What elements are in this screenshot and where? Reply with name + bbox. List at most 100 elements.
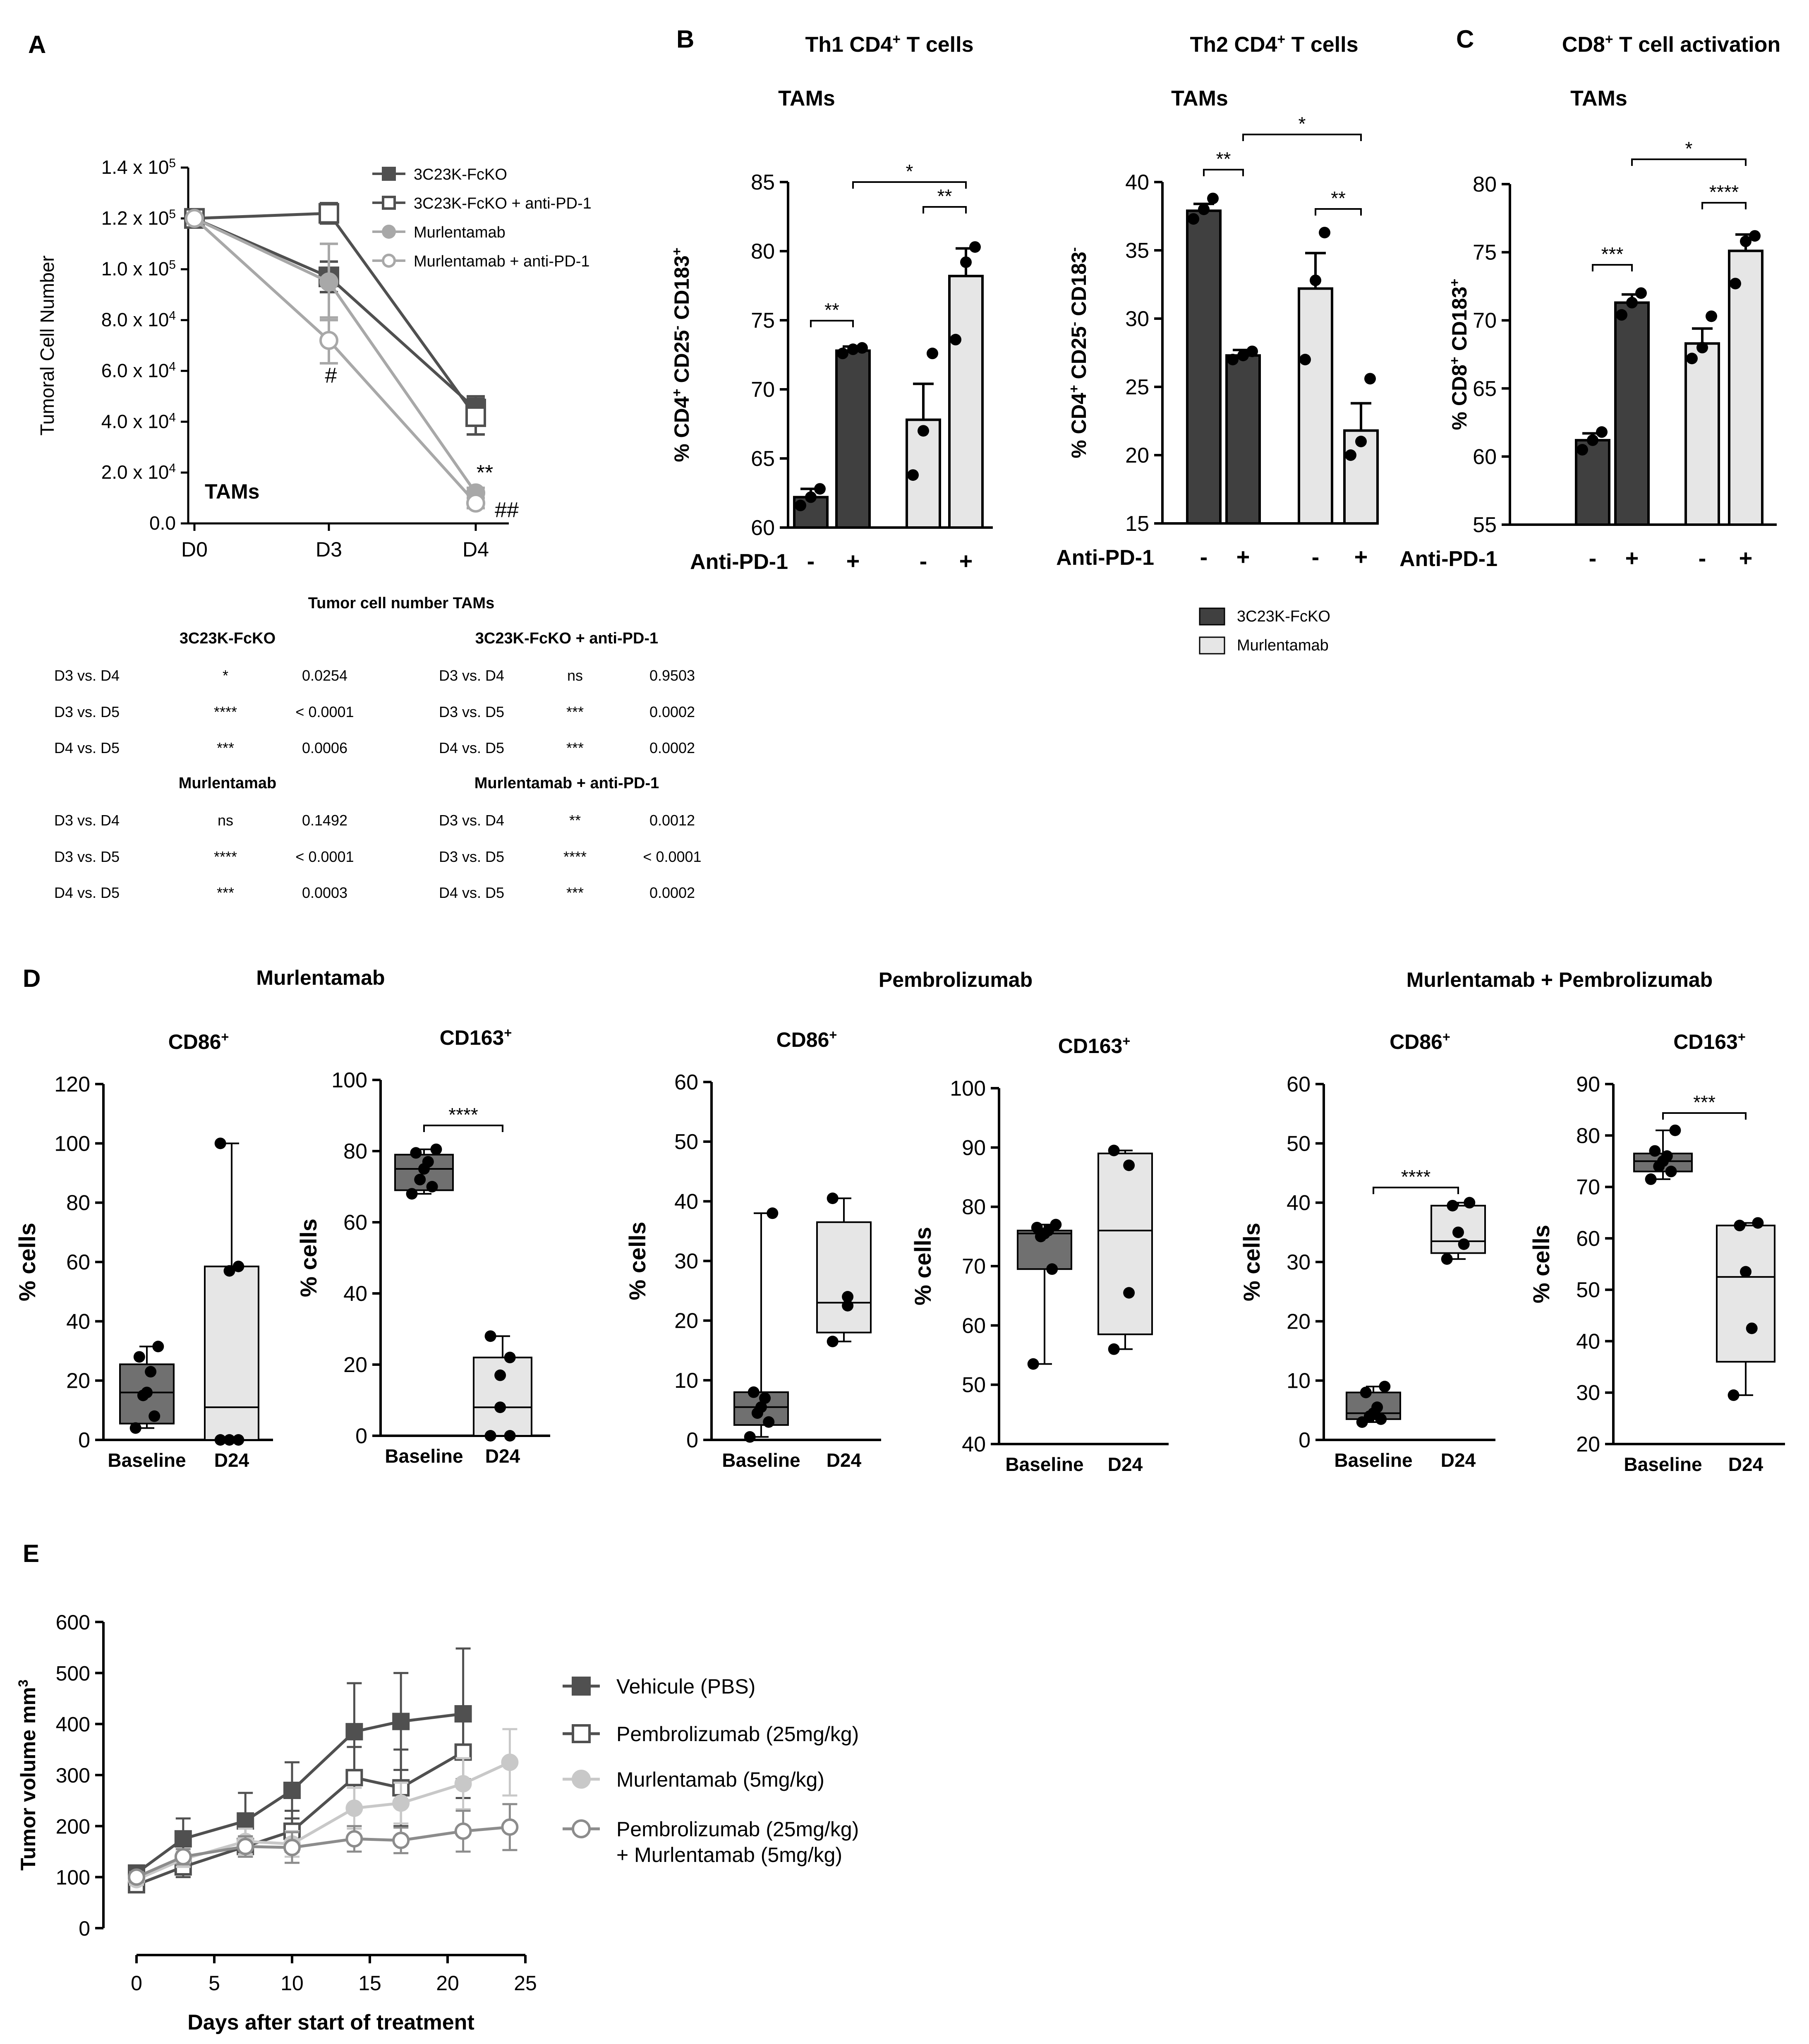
bar-point bbox=[1749, 230, 1761, 242]
e-point bbox=[392, 1831, 410, 1849]
bar-sig-bracket bbox=[1242, 134, 1362, 141]
chart-D-com-cd86: CD86+ 0 10 20 30 40 50 60 % cells Baseline D24 **** bbox=[1239, 1029, 1495, 1471]
a-legend-marker bbox=[382, 196, 396, 210]
box-ytick-label: 90 bbox=[962, 1136, 986, 1160]
bar-point bbox=[1577, 444, 1588, 456]
bar-sig-bracket bbox=[1592, 264, 1633, 271]
box-title: CD86+ bbox=[776, 1027, 837, 1051]
bar-sig-bracket bbox=[1631, 158, 1747, 166]
bar-point bbox=[1686, 353, 1698, 365]
box-point bbox=[214, 1137, 226, 1149]
e-point bbox=[345, 1830, 363, 1848]
stats-cell: D3 vs. D5 bbox=[54, 703, 120, 720]
box-ytick-label: 90 bbox=[1576, 1072, 1600, 1096]
box-point bbox=[1027, 1358, 1039, 1370]
box-ytick-label: 40 bbox=[66, 1310, 90, 1334]
e-xtick-label: 5 bbox=[208, 1972, 220, 1995]
bar-y-title: % CD8+ CD183+ bbox=[1447, 279, 1471, 430]
box-point bbox=[1734, 1219, 1746, 1231]
a-xtick-label: D4 bbox=[462, 538, 489, 561]
bar-sig-label: * bbox=[1299, 113, 1306, 134]
chart-D-pem-cd163: CD163+ 40 50 60 70 80 90 100 % cells Baseline D24 bbox=[910, 1034, 1169, 1475]
box-y-title: % cells bbox=[624, 1222, 650, 1300]
bar-ytick-label: 75 bbox=[1473, 241, 1497, 265]
panel-label-a: A bbox=[28, 31, 46, 58]
bar-sig-bracket bbox=[852, 181, 967, 189]
a-ytick-label: 0.0 bbox=[149, 512, 176, 534]
bar-ytick-label: 65 bbox=[751, 447, 775, 471]
stats-group-0-name: 3C23K-FcKO bbox=[180, 630, 276, 647]
bar-point bbox=[1587, 434, 1598, 446]
a-y-title: Tumoral Cell Number bbox=[36, 255, 58, 435]
bar-point bbox=[960, 256, 972, 268]
box-ytick-label: 30 bbox=[1576, 1381, 1600, 1405]
box-ytick-label: 70 bbox=[962, 1255, 986, 1279]
bar-point bbox=[918, 425, 929, 437]
box-point bbox=[1665, 1166, 1677, 1178]
e-point bbox=[237, 1838, 254, 1855]
e-ytick-label: 100 bbox=[56, 1866, 90, 1889]
a-legend-marker bbox=[382, 225, 396, 239]
box-ytick-label: 40 bbox=[343, 1282, 367, 1306]
a-legend-marker bbox=[382, 254, 396, 268]
box-ytick-label: 20 bbox=[674, 1309, 698, 1333]
bar-point bbox=[795, 499, 806, 511]
stats-group-1-name: 3C23K-FcKO + anti-PD-1 bbox=[475, 630, 658, 647]
bar-subtitle: TAMs bbox=[778, 86, 835, 110]
box-point bbox=[414, 1173, 426, 1185]
bar bbox=[1684, 342, 1720, 526]
stats-cell: ** bbox=[569, 812, 581, 829]
box-point bbox=[141, 1387, 153, 1399]
box-point bbox=[1360, 1387, 1372, 1399]
box-xtick-label: Baseline bbox=[385, 1445, 463, 1467]
bar-point bbox=[805, 491, 817, 503]
e-point bbox=[454, 1743, 472, 1761]
box-sig-label: **** bbox=[1401, 1166, 1431, 1188]
box-y-title: % cells bbox=[295, 1219, 321, 1297]
box-ytick-label: 100 bbox=[331, 1068, 367, 1092]
box-point bbox=[504, 1351, 516, 1363]
stats-cell: 0.0003 bbox=[302, 884, 347, 901]
stats-cell: D3 vs. D4 bbox=[54, 812, 120, 829]
bar-point bbox=[1616, 309, 1627, 321]
bar-ytick-label: 60 bbox=[751, 516, 775, 540]
bar-sig-label: *** bbox=[1601, 243, 1624, 265]
e-xtick-label: 25 bbox=[514, 1972, 537, 1995]
box-point bbox=[1728, 1389, 1740, 1401]
chart-D-com-cd163: CD163+ 20 30 40 50 60 70 80 90 % cells Baseline D24… bbox=[1528, 1029, 1785, 1475]
e-point bbox=[174, 1848, 192, 1866]
box-point bbox=[827, 1192, 839, 1204]
legend-b: 3C23K-FcKO Murlentamab bbox=[1199, 607, 1330, 655]
bar-point bbox=[1319, 227, 1330, 239]
stats-cell: **** bbox=[214, 703, 237, 720]
box-ytick-label: 20 bbox=[343, 1353, 367, 1377]
box-point bbox=[232, 1434, 244, 1446]
box-xtick-label: Baseline bbox=[1334, 1449, 1412, 1471]
box-ytick-label: 40 bbox=[1287, 1191, 1311, 1215]
box-ytick-label: 20 bbox=[66, 1369, 90, 1393]
bar-ytick-label: 65 bbox=[1473, 377, 1497, 401]
e-x-title: Days after start of treatment bbox=[187, 2010, 474, 2034]
legend-b-label-1: Murlentamab bbox=[1237, 637, 1329, 654]
bar-point bbox=[1596, 426, 1608, 438]
box-point bbox=[232, 1260, 244, 1272]
box-point bbox=[426, 1181, 438, 1192]
box-xtick-label: Baseline bbox=[108, 1449, 186, 1471]
e-legend-marker bbox=[572, 1724, 591, 1743]
stats-cell: **** bbox=[214, 848, 237, 865]
box-xtick-label: D24 bbox=[214, 1449, 249, 1471]
bar bbox=[1728, 250, 1763, 526]
box-ytick-label: 0 bbox=[1299, 1428, 1311, 1452]
box-point bbox=[129, 1422, 141, 1434]
box-xtick-label: D24 bbox=[1728, 1454, 1763, 1475]
bar-sig-label: ** bbox=[937, 185, 952, 207]
bar-xtick-label: + bbox=[1354, 544, 1368, 570]
a-ytick-label: 2.0 x 104 bbox=[101, 461, 176, 483]
stats-cell: D3 vs. D4 bbox=[439, 812, 504, 829]
a-xtick-label: D0 bbox=[181, 538, 208, 561]
box-ytick-label: 100 bbox=[950, 1077, 986, 1101]
box-xtick-label: Baseline bbox=[722, 1449, 800, 1471]
stats-cell: 0.1492 bbox=[302, 812, 347, 829]
box-point bbox=[767, 1207, 779, 1219]
stats-table-title: Tumor cell number TAMs bbox=[308, 595, 494, 612]
